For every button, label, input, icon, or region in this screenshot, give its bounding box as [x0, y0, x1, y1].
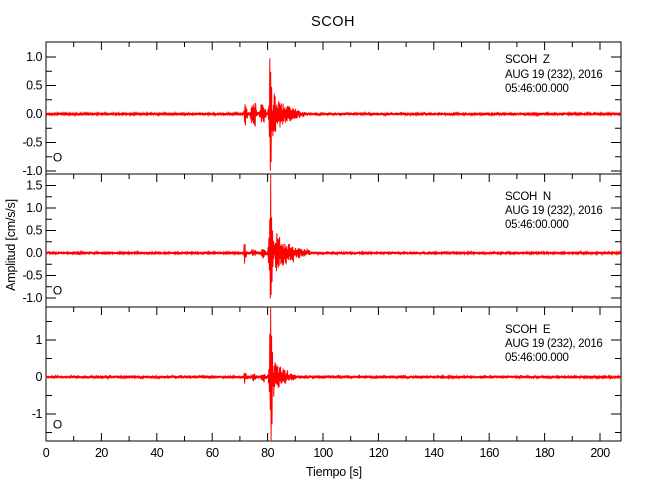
trace-legend-line: AUG 19 (232), 2016 — [505, 69, 603, 81]
seismic-trace-n — [45, 174, 621, 299]
y-tick-label: 1.0 — [26, 50, 42, 64]
x-tick-label: 0 — [43, 446, 50, 460]
y-tick-label: 0.5 — [26, 79, 42, 93]
trace-legend-line: 05:46:00.000 — [505, 219, 569, 231]
x-axis-label: Tiempo [s] — [306, 465, 362, 479]
x-tick-label: 140 — [424, 446, 444, 460]
seismic-trace-z — [45, 58, 621, 171]
x-tick-label: 160 — [480, 446, 500, 460]
y-tick-label: -0.5 — [22, 269, 42, 283]
x-tick-label: 180 — [535, 446, 555, 460]
origin-time-marker: O — [53, 151, 62, 165]
y-tick-label: 1.0 — [26, 201, 42, 215]
y-tick-label: 1.5 — [26, 179, 42, 193]
y-tick-label: 0.0 — [26, 246, 42, 260]
x-tick-label: 200 — [590, 446, 610, 460]
x-tick-label: 20 — [95, 446, 108, 460]
plot-area: 0 20 40 60 80 100 120 140 160 180 200 1.0 0.5 0.0 -0.5… — [22, 41, 622, 460]
origin-time-marker: O — [53, 284, 62, 298]
plot-title: SCOH — [311, 14, 355, 30]
y-tick-label: -1 — [32, 407, 43, 421]
y-tick-label: -1.0 — [22, 164, 42, 178]
trace-legend-line: 05:46:00.000 — [505, 83, 569, 95]
trace-legend-line: SCOH N — [505, 191, 551, 203]
panel-frame — [45, 306, 622, 442]
trace-legend-line: AUG 19 (232), 2016 — [505, 338, 603, 350]
trace-legend-line: SCOH E — [505, 324, 551, 336]
y-tick-label: -1.0 — [22, 291, 42, 305]
trace-legend-line: SCOH Z — [505, 54, 550, 66]
trace-legend-line: AUG 19 (232), 2016 — [505, 205, 603, 217]
y-tick-label: 0.0 — [26, 107, 42, 121]
x-tick-label: 120 — [369, 446, 389, 460]
y-axis-label: Amplitud [cm/s/s] — [4, 199, 18, 291]
trace-legend-line: 05:46:00.000 — [505, 352, 569, 364]
seismic-trace-e — [45, 307, 621, 441]
y-tick-label: 1 — [36, 333, 43, 347]
x-tick-label: 100 — [313, 446, 333, 460]
x-tick-label: 80 — [261, 446, 274, 460]
x-tick-label: 40 — [150, 446, 163, 460]
x-tick-label: 60 — [206, 446, 219, 460]
y-tick-label: -0.5 — [22, 136, 42, 150]
y-tick-label: 0.5 — [26, 224, 42, 238]
origin-time-marker: O — [53, 418, 62, 432]
y-tick-label: 0 — [36, 370, 43, 384]
